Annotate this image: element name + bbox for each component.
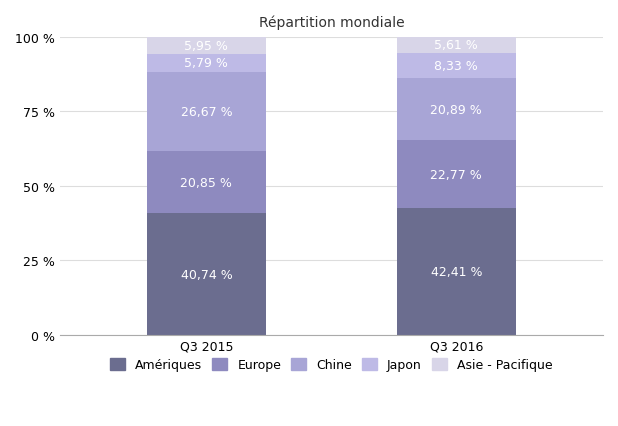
Text: 40,74 %: 40,74 % xyxy=(180,268,232,281)
Title: Répartition mondiale: Répartition mondiale xyxy=(258,15,404,29)
Bar xyxy=(397,209,516,335)
Text: 5,61 %: 5,61 % xyxy=(434,39,478,52)
Text: 5,79 %: 5,79 % xyxy=(185,58,229,70)
Text: 42,41 %: 42,41 % xyxy=(431,265,482,278)
Legend: Amériques, Europe, Chine, Japon, Asie - Pacifique: Amériques, Europe, Chine, Japon, Asie - … xyxy=(105,354,557,376)
Bar xyxy=(146,37,266,55)
Bar xyxy=(397,141,516,209)
Text: 20,89 %: 20,89 % xyxy=(431,104,482,116)
Bar xyxy=(146,55,266,72)
Text: 20,85 %: 20,85 % xyxy=(180,176,232,189)
Text: 22,77 %: 22,77 % xyxy=(431,168,482,181)
Bar xyxy=(146,152,266,214)
Bar xyxy=(397,79,516,141)
Bar xyxy=(146,72,266,152)
Bar xyxy=(397,54,516,79)
Text: 26,67 %: 26,67 % xyxy=(180,106,232,118)
Text: 5,95 %: 5,95 % xyxy=(185,40,229,53)
Bar xyxy=(146,214,266,335)
Bar xyxy=(397,37,516,54)
Text: 8,33 %: 8,33 % xyxy=(434,60,478,73)
